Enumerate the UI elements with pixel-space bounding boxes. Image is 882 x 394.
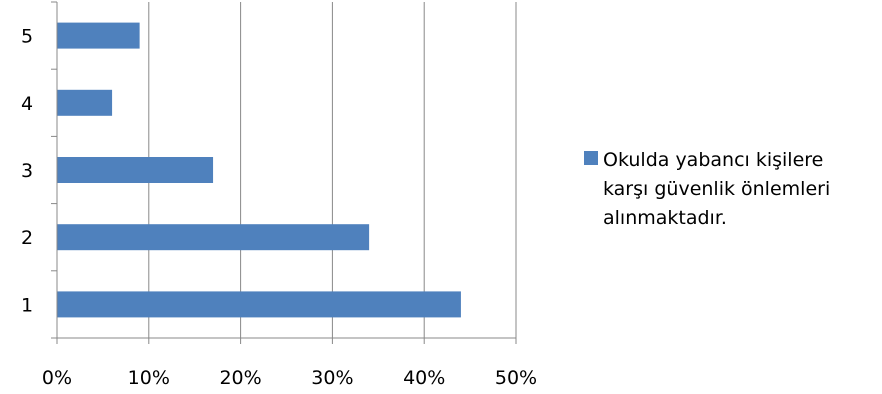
bar-5 xyxy=(57,22,140,49)
legend: Okulda yabancı kişilere karşı güvenlik ön… xyxy=(584,149,830,229)
legend-line-1: Okulda yabancı kişilere xyxy=(603,149,823,171)
y-tick-label-1: 1 xyxy=(21,294,33,316)
bar-2 xyxy=(57,224,370,251)
legend-label: Okulda yabancı kişilere karşı güvenlik ön… xyxy=(603,149,830,229)
bar-1 xyxy=(57,291,461,318)
y-tick-label-3: 3 xyxy=(21,160,33,182)
x-tick-label-4: 40% xyxy=(403,367,445,389)
legend-swatch xyxy=(584,151,598,165)
x-tick-label-0: 0% xyxy=(42,367,72,389)
y-tick-label-2: 2 xyxy=(21,227,33,249)
legend-line-2: karşı güvenlik önlemleri xyxy=(603,178,830,200)
bar-3 xyxy=(57,157,214,183)
bar-4 xyxy=(57,89,113,116)
y-tick-label-5: 5 xyxy=(21,26,33,48)
legend-line-3: alınmaktadır. xyxy=(603,207,727,229)
axes xyxy=(51,1,517,344)
x-tick-label-2: 20% xyxy=(219,367,261,389)
y-tick-label-4: 4 xyxy=(21,93,33,115)
bars xyxy=(57,22,461,318)
x-tick-label-3: 30% xyxy=(311,367,353,389)
x-tick-label-1: 10% xyxy=(128,367,170,389)
tick-labels: 0% 10% 20% 30% 40% 50% 1 2 3 4 5 xyxy=(21,26,537,389)
grid-lines xyxy=(148,2,517,338)
x-tick-label-5: 50% xyxy=(495,367,537,389)
